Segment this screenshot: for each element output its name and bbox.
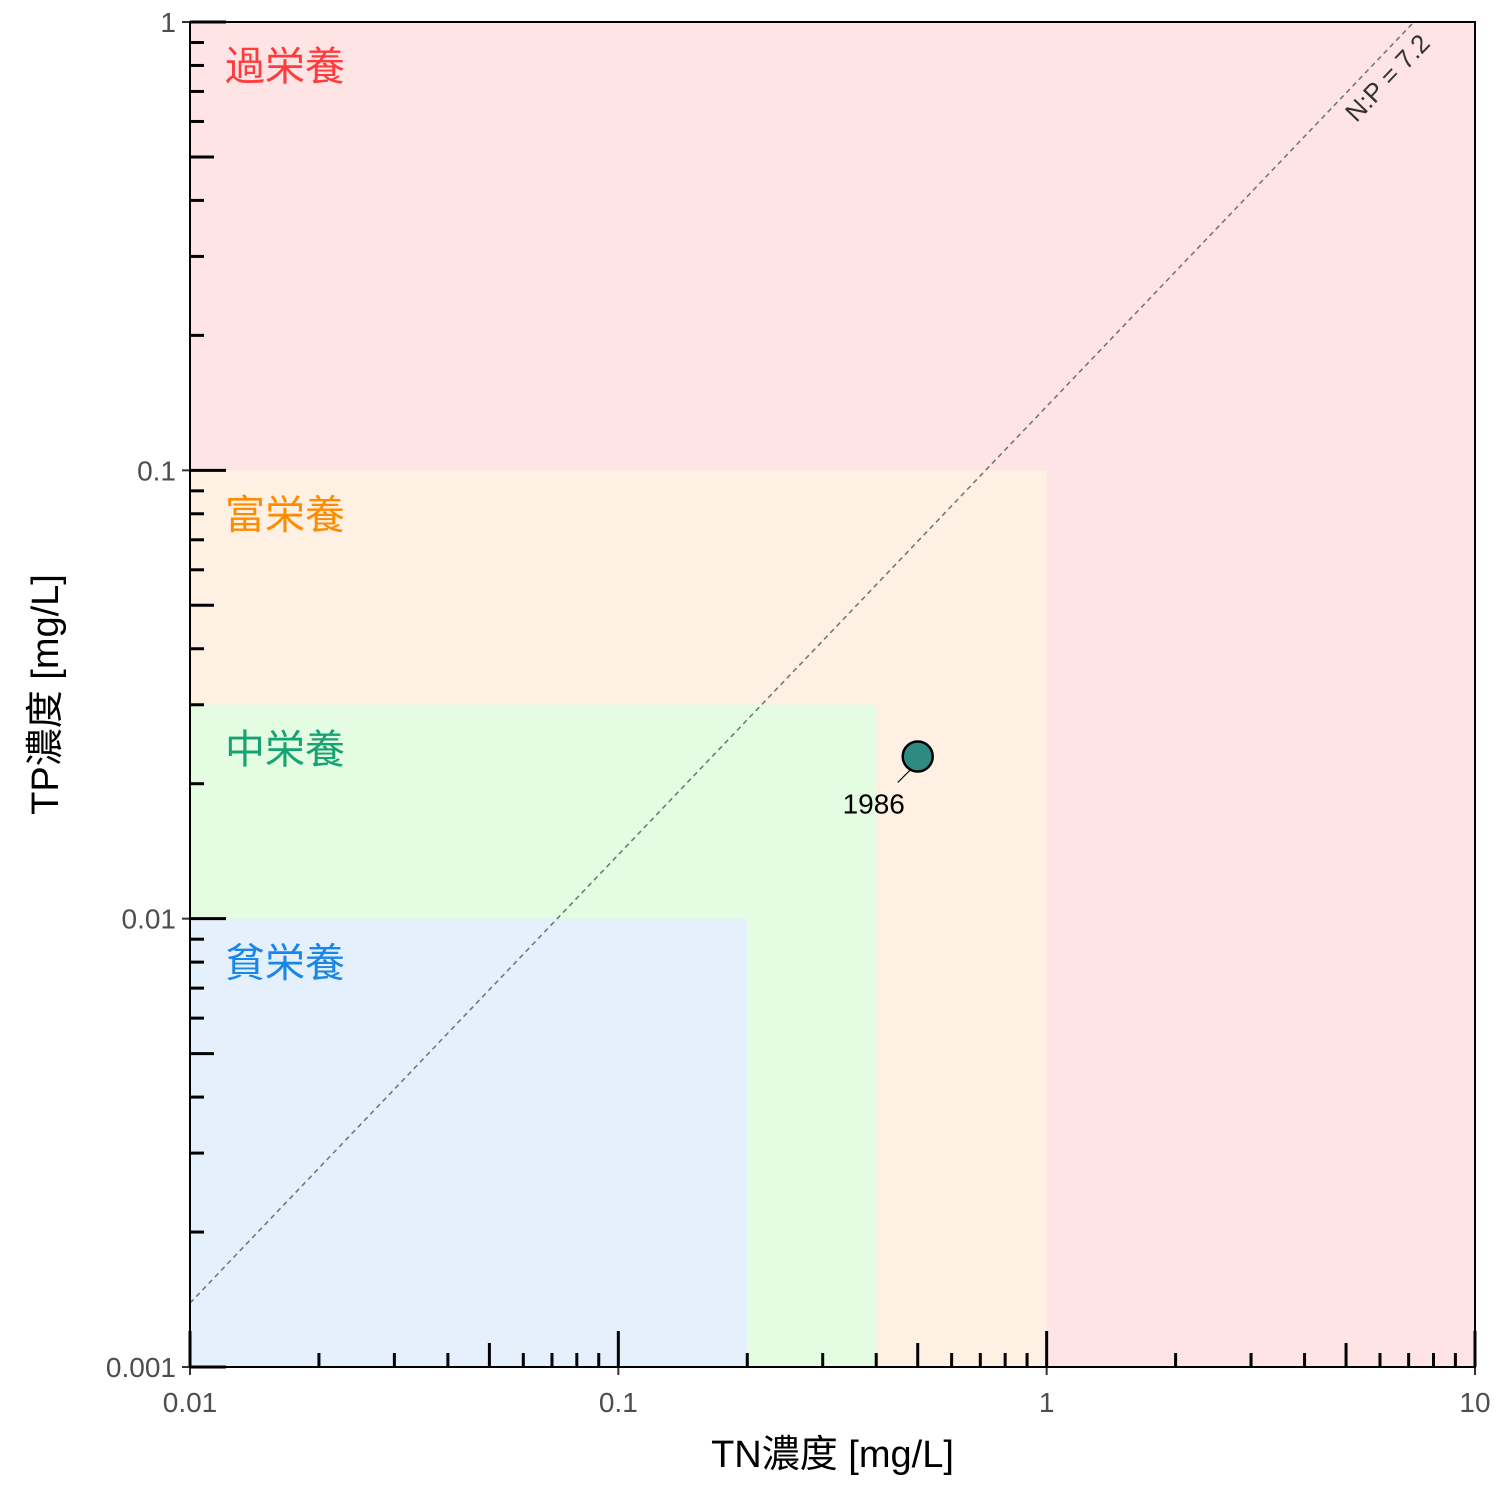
ratio-line bbox=[189, 21, 1415, 1304]
data-point bbox=[901, 740, 934, 773]
y-tick-label: 0.001 bbox=[106, 1352, 176, 1383]
x-tick-label: 0.01 bbox=[163, 1387, 218, 1418]
zone-label-0: 過栄養 bbox=[225, 44, 345, 90]
y-tick-label: 0.1 bbox=[137, 455, 176, 486]
axis-ticks: 0.01 0.1 1 10 0.001 0.01 0.1 1 bbox=[106, 7, 1491, 1418]
y-tick-label: 1 bbox=[160, 7, 176, 38]
zone-label-2: 中栄養 bbox=[225, 727, 345, 773]
zone-label-3: 貧栄養 bbox=[225, 941, 345, 987]
zone-area-3 bbox=[190, 918, 748, 1367]
data-points: 1986 bbox=[843, 740, 934, 819]
point-leader-line bbox=[897, 768, 913, 783]
x-axis-title: TN濃度 [mg/L] bbox=[711, 1434, 954, 1476]
x-tick-label: 1 bbox=[1039, 1387, 1055, 1418]
x-tick-label: 0.1 bbox=[599, 1387, 638, 1418]
plot-frame bbox=[189, 21, 1476, 1368]
y-axis-title: TP濃度 [mg/L] bbox=[25, 574, 67, 815]
y-tick-label: 0.01 bbox=[122, 904, 177, 935]
point-label: 1986 bbox=[843, 788, 905, 819]
x-tick-label: 10 bbox=[1459, 1387, 1490, 1418]
zone-label-1: 富栄養 bbox=[225, 492, 345, 538]
